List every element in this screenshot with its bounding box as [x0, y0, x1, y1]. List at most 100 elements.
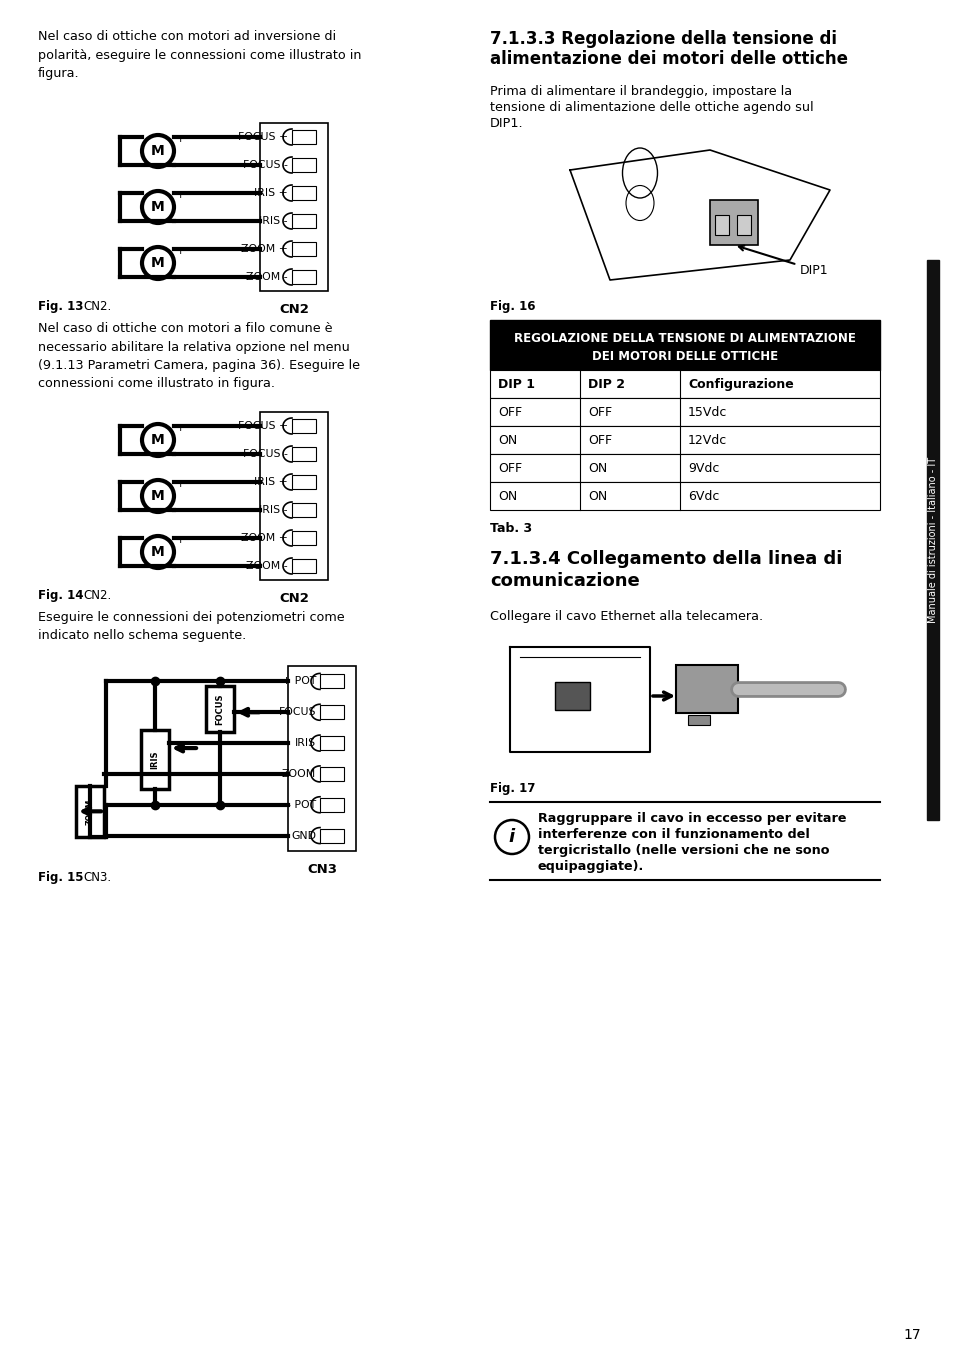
Text: CN3: CN3 [307, 862, 336, 876]
Text: Configurazione: Configurazione [687, 378, 793, 391]
Bar [292, 130, 315, 144]
Bar [292, 531, 315, 546]
Text: IRIS: IRIS [151, 750, 159, 769]
Text: ZOOM -: ZOOM - [246, 272, 288, 282]
Bar [709, 200, 758, 245]
Bar [292, 214, 315, 227]
Bar [676, 665, 738, 714]
Text: OFF: OFF [497, 462, 521, 475]
Bar [319, 674, 344, 688]
Bar [319, 766, 344, 781]
Bar [206, 686, 233, 733]
Bar [714, 215, 728, 236]
Text: alimentazione dei motori delle ottiche: alimentazione dei motori delle ottiche [490, 50, 847, 68]
Text: ON: ON [497, 435, 517, 447]
Bar [292, 269, 315, 284]
Text: CN2.: CN2. [83, 301, 112, 313]
Text: M: M [151, 256, 165, 269]
Bar [260, 412, 328, 580]
Text: OFF: OFF [587, 435, 612, 447]
Text: +: + [175, 422, 185, 433]
Bar [319, 798, 344, 812]
Text: ZOOM +: ZOOM + [241, 533, 288, 543]
Text: +: + [175, 190, 185, 200]
Text: Fig. 16: Fig. 16 [490, 301, 535, 313]
Text: IRIS -: IRIS - [259, 505, 288, 515]
Bar [76, 785, 104, 837]
Bar [292, 158, 315, 172]
Text: ZOOM: ZOOM [281, 769, 315, 779]
Bar [490, 482, 879, 510]
Bar [288, 666, 355, 852]
Text: comunicazione: comunicazione [490, 571, 639, 590]
Text: Eseguire le connessioni dei potenziometri come
indicato nello schema seguente.: Eseguire le connessioni dei potenziometr… [38, 611, 344, 643]
Text: FOCUS: FOCUS [215, 693, 224, 726]
Text: Nel caso di ottiche con motori a filo comune è
necessario abilitare la relativa : Nel caso di ottiche con motori a filo co… [38, 322, 359, 390]
Text: +: + [175, 134, 185, 144]
Text: IRIS -: IRIS - [259, 217, 288, 226]
Text: CN2.: CN2. [83, 589, 112, 603]
Text: ON: ON [587, 462, 607, 475]
Bar [490, 398, 879, 427]
Text: FOCUS -: FOCUS - [243, 450, 288, 459]
Bar [319, 737, 344, 750]
Text: DIP 1: DIP 1 [497, 378, 535, 391]
Text: M: M [151, 433, 165, 447]
Text: DEI MOTORI DELLE OTTICHE: DEI MOTORI DELLE OTTICHE [591, 349, 778, 363]
Text: - POT: - POT [287, 800, 315, 810]
Text: M: M [151, 546, 165, 559]
Bar [926, 260, 938, 821]
Text: 7.1.3.4 Collegamento della linea di: 7.1.3.4 Collegamento della linea di [490, 550, 841, 567]
Bar [292, 242, 315, 256]
Text: tensione di alimentazione delle ottiche agendo sul: tensione di alimentazione delle ottiche … [490, 102, 813, 114]
Bar [141, 730, 169, 789]
Text: Tab. 3: Tab. 3 [490, 523, 532, 535]
Text: FOCUS -: FOCUS - [243, 160, 288, 171]
Text: ON: ON [587, 490, 607, 502]
Text: FOCUS: FOCUS [278, 707, 315, 718]
Text: ZOOM -: ZOOM - [246, 561, 288, 571]
Text: CN2: CN2 [279, 592, 309, 605]
Text: ON: ON [497, 490, 517, 502]
Text: Collegare il cavo Ethernet alla telecamera.: Collegare il cavo Ethernet alla telecame… [490, 611, 762, 623]
Text: REGOLAZIONE DELLA TENSIONE DI ALIMENTAZIONE: REGOLAZIONE DELLA TENSIONE DI ALIMENTAZI… [514, 332, 855, 345]
Bar [490, 370, 879, 398]
Bar [555, 682, 589, 709]
Text: 9Vdc: 9Vdc [687, 462, 719, 475]
Text: Prima di alimentare il brandeggio, impostare la: Prima di alimentare il brandeggio, impos… [490, 85, 791, 97]
Text: interferenze con il funzionamento del: interferenze con il funzionamento del [537, 829, 809, 841]
Bar [490, 320, 879, 370]
Text: Fig. 14: Fig. 14 [38, 589, 84, 603]
Bar [292, 559, 315, 573]
Text: Raggruppare il cavo in eccesso per evitare: Raggruppare il cavo in eccesso per evita… [537, 812, 845, 825]
Text: GND: GND [291, 830, 315, 841]
Text: DIP 2: DIP 2 [587, 378, 624, 391]
Text: equipaggiate).: equipaggiate). [537, 860, 643, 873]
Text: IRIS +: IRIS + [254, 188, 288, 198]
Text: OFF: OFF [497, 406, 521, 418]
Bar [737, 215, 750, 236]
Text: Nel caso di ottiche con motori ad inversione di
polarità, eseguire le connession: Nel caso di ottiche con motori ad invers… [38, 30, 361, 80]
Text: IRIS: IRIS [294, 738, 315, 747]
Text: Fig. 17: Fig. 17 [490, 783, 535, 795]
Bar [292, 185, 315, 200]
Text: +: + [175, 479, 185, 489]
Text: CN3.: CN3. [83, 871, 111, 884]
Text: DIP1.: DIP1. [490, 116, 523, 130]
Text: ZOOM +: ZOOM + [241, 244, 288, 255]
Text: Fig. 13: Fig. 13 [38, 301, 83, 313]
Text: i: i [508, 829, 515, 846]
Bar [260, 123, 328, 291]
Bar [292, 447, 315, 460]
Text: 15Vdc: 15Vdc [687, 406, 726, 418]
Text: M: M [151, 144, 165, 158]
Text: IRIS +: IRIS + [254, 477, 288, 487]
Text: CN2: CN2 [279, 303, 309, 315]
Text: +: + [175, 535, 185, 546]
Bar [292, 502, 315, 517]
Text: M: M [151, 489, 165, 502]
Text: 17: 17 [902, 1328, 920, 1342]
Text: 7.1.3.3 Regolazione della tensione di: 7.1.3.3 Regolazione della tensione di [490, 30, 836, 47]
Text: OFF: OFF [587, 406, 612, 418]
Bar [490, 454, 879, 482]
